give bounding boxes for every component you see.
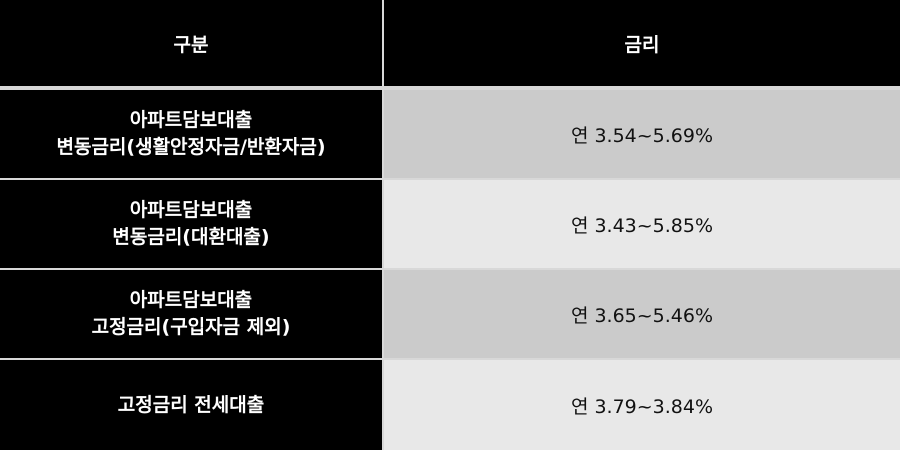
row-rate: 연 3.65~5.46% (384, 270, 900, 358)
row-rate: 연 3.79~3.84% (384, 360, 900, 450)
category-line: 아파트담보대출 (129, 109, 253, 131)
header-category: 구분 (0, 0, 382, 86)
row-rate: 연 3.54~5.69% (384, 90, 900, 178)
category-line: 변동금리(대환대출) (112, 226, 270, 248)
category-line: 아파트담보대출 (129, 289, 253, 311)
header-rate: 금리 (384, 0, 900, 86)
category-line: 고정금리 전세대출 (117, 393, 265, 416)
row-rate: 연 3.43~5.85% (384, 180, 900, 268)
row-category: 고정금리 전세대출 (0, 360, 382, 450)
category-line: 고정금리(구입자금 제외) (91, 316, 291, 338)
category-line: 변동금리(생활안정자금/반환자금) (56, 136, 326, 158)
category-line: 아파트담보대출 (129, 199, 253, 221)
